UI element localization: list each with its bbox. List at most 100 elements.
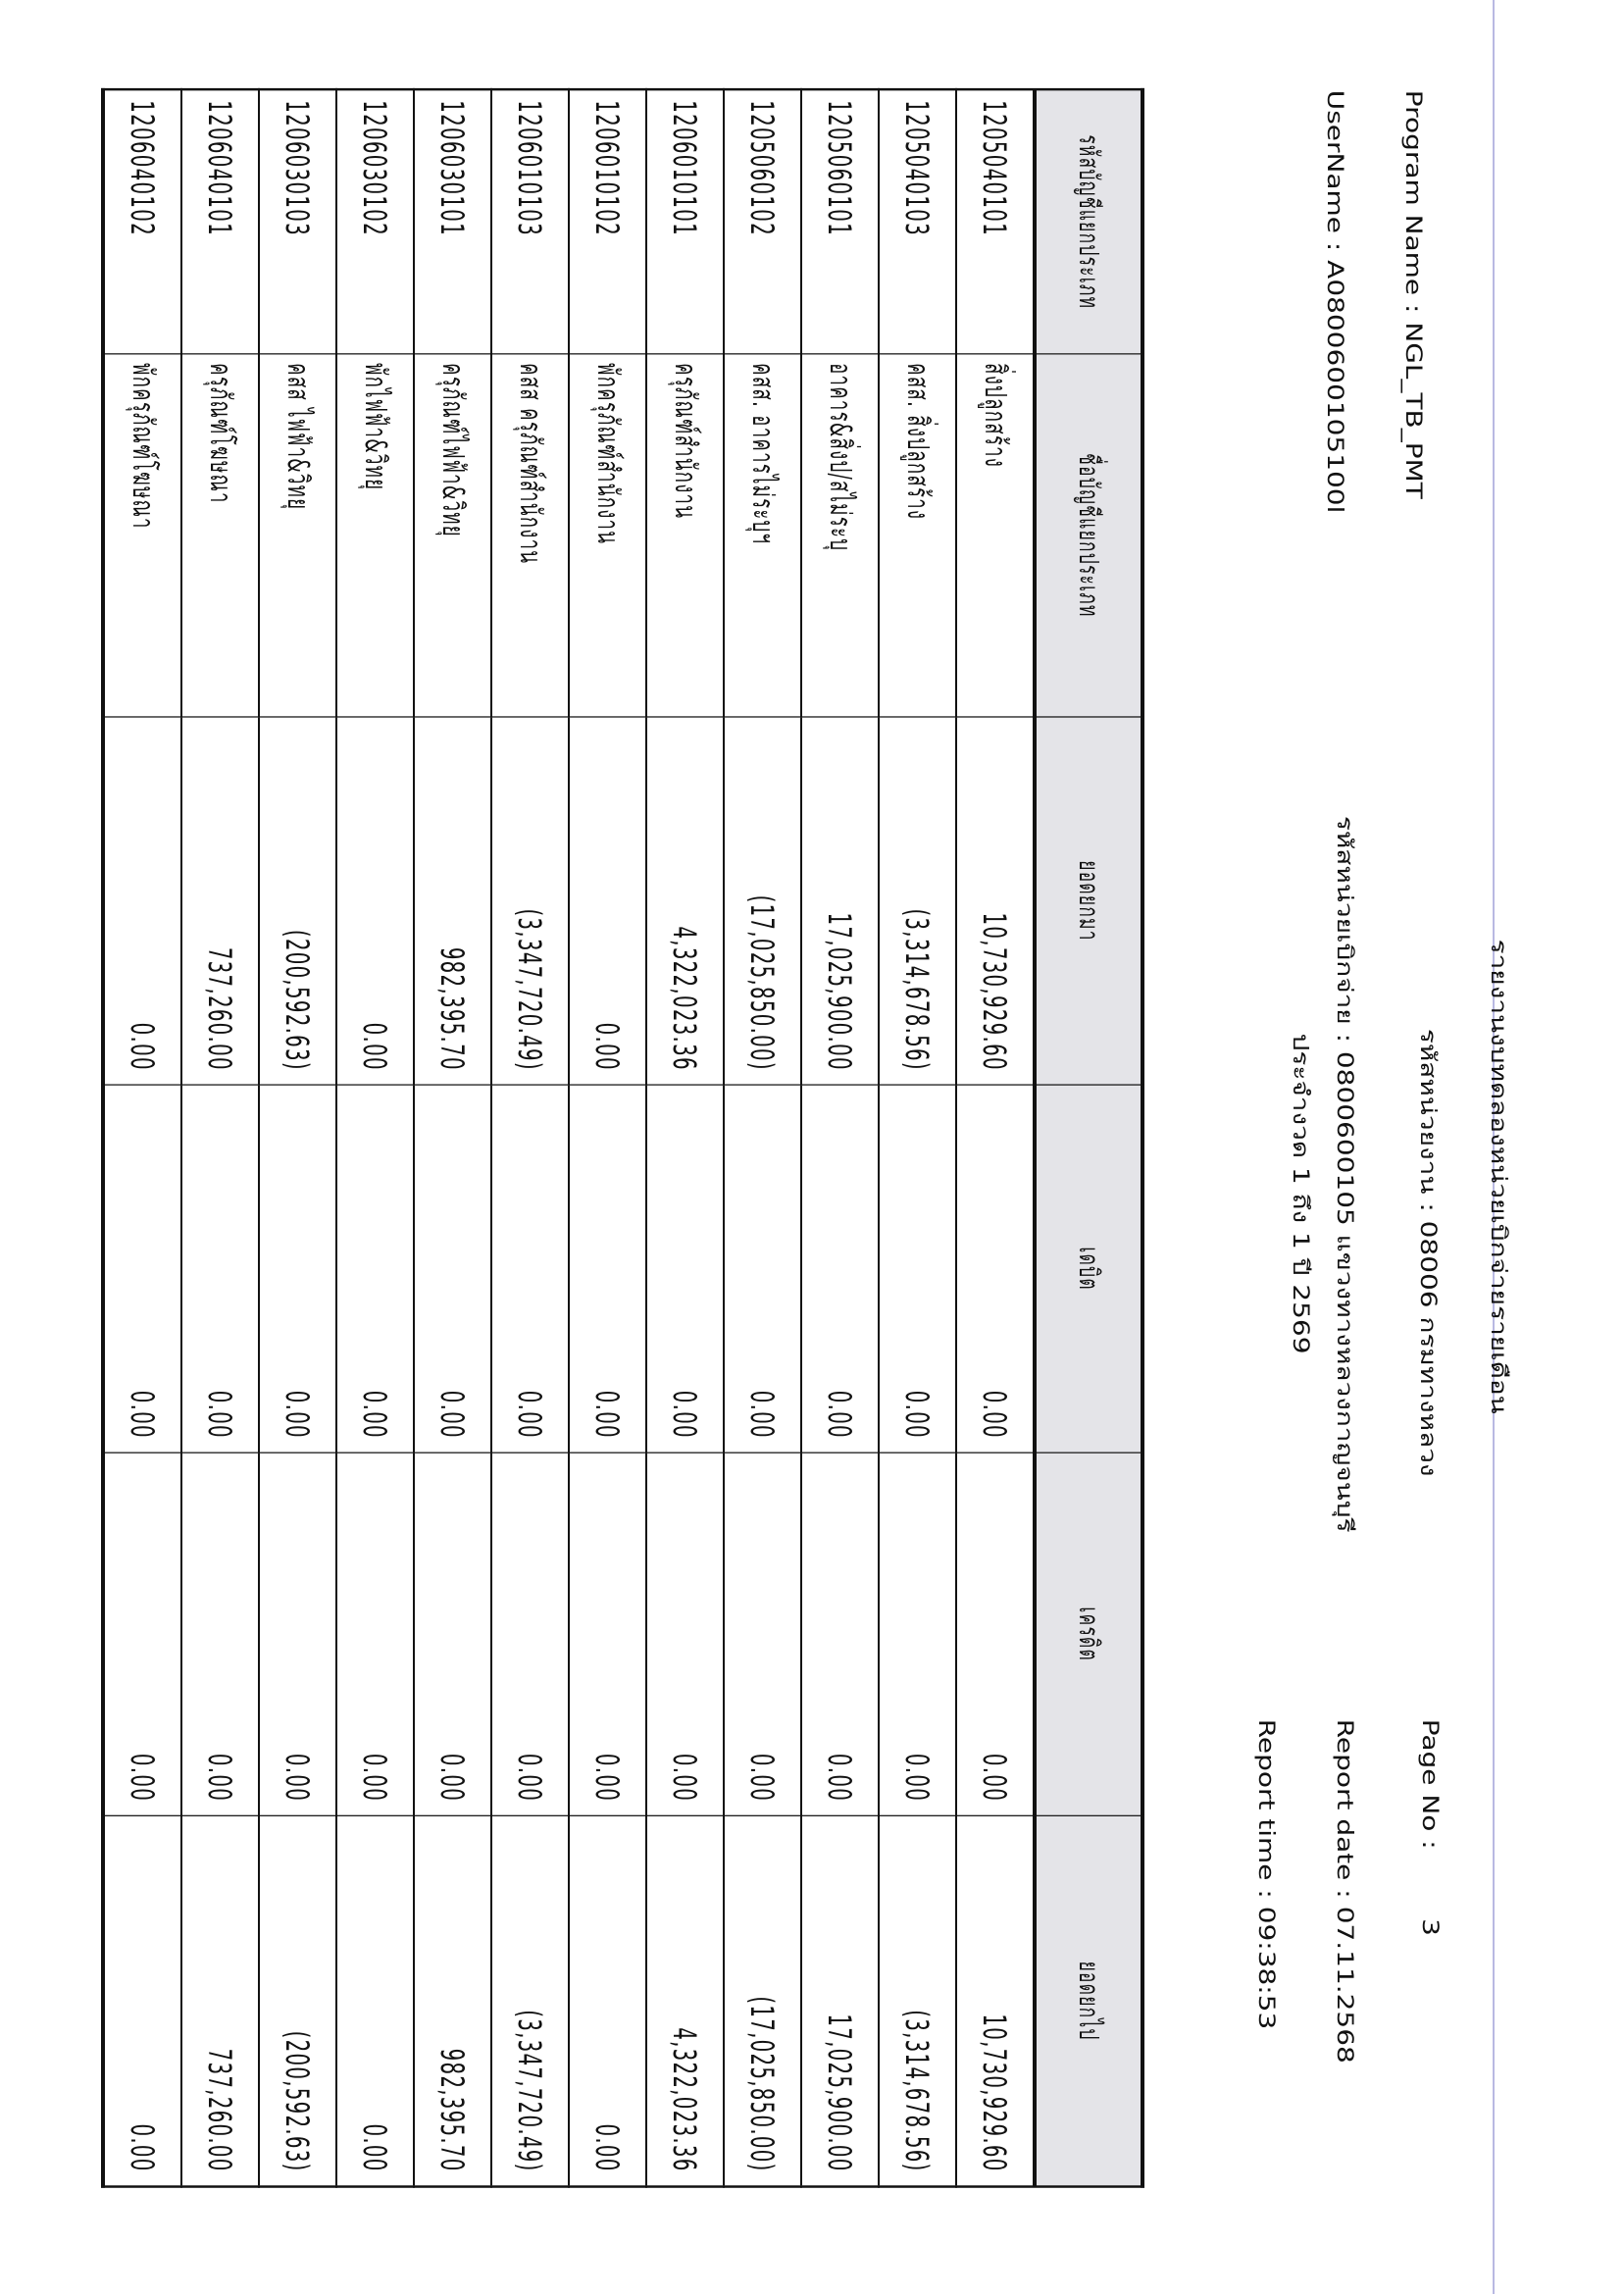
credit-cell: 0.00 xyxy=(956,1453,1035,1816)
account-name-cell: คสส. สิ่งปลูกสร้าง xyxy=(879,353,956,717)
credit-cell: 0.00 xyxy=(103,1453,181,1816)
table-row: 1206010101 ครุภัณฑ์สำนักงาน 4,322,023.36 0.… xyxy=(646,89,724,2187)
closing-balance-cell: 0.00 xyxy=(336,1815,414,2187)
account-code-cell: 1206040101 xyxy=(181,89,259,354)
agency-line: รหัสหน่วยงาน : 08006 กรมทางหลวง xyxy=(1415,1028,1440,1477)
closing-balance-cell: (3,314,678.56) xyxy=(879,1815,956,2187)
closing-balance-cell: 737,260.00 xyxy=(181,1815,259,2187)
credit-cell: 0.00 xyxy=(724,1453,801,1816)
debit-cell: 0.00 xyxy=(181,1085,259,1453)
opening-balance-cell: (200,592.63) xyxy=(259,716,336,1086)
debit-cell: 0.00 xyxy=(801,1085,879,1453)
column-header-credit: เครดิต xyxy=(1035,1453,1142,1816)
opening-balance-cell: 4,322,023.36 xyxy=(646,716,724,1086)
closing-balance-cell: 10,730,929.60 xyxy=(956,1815,1035,2187)
debit-cell: 0.00 xyxy=(103,1085,181,1453)
account-name-cell: อาคาร&สิ่งป/สไม่ระบุ xyxy=(801,353,879,717)
closing-balance-cell: 4,322,023.36 xyxy=(646,1815,724,2187)
opening-balance-cell: 0.00 xyxy=(103,716,181,1086)
table-row: 1206010102 พักครุภัณฑ์สำนักงาน 0.00 0.00 0.0… xyxy=(569,89,646,2187)
opening-balance-cell: 737,260.00 xyxy=(181,716,259,1086)
account-name-cell: คสส. อาคารไม่ระบุฯ xyxy=(724,353,801,717)
credit-cell: 0.00 xyxy=(491,1453,569,1816)
credit-cell: 0.00 xyxy=(414,1453,491,1816)
account-code-cell: 1206010102 xyxy=(569,89,646,354)
credit-cell: 0.00 xyxy=(181,1453,259,1816)
opening-balance-cell: (17,025,850.00) xyxy=(724,716,801,1086)
table-row: 1205060102 คสส. อาคารไม่ระบุฯ (17,025,850.… xyxy=(724,89,801,2187)
table-body: 1205040101 สิ่งปลูกสร้าง 10,730,929.60 0.00… xyxy=(103,89,1035,2187)
debit-cell: 0.00 xyxy=(646,1085,724,1453)
account-name-cell: ครุภัณฑ์สำนักงาน xyxy=(646,353,724,717)
account-code-cell: 1206030101 xyxy=(414,89,491,354)
debit-cell: 0.00 xyxy=(879,1085,956,1453)
closing-balance-cell: (3,347,720.49) xyxy=(491,1815,569,2187)
period-line: ประจำงวด 1 ถึง 1 ปี 2569 xyxy=(1288,1033,1312,1354)
page-no-value: 3 xyxy=(1417,1918,1442,1936)
credit-cell: 0.00 xyxy=(879,1453,956,1816)
debit-cell: 0.00 xyxy=(569,1085,646,1453)
account-code-cell: 1206040102 xyxy=(103,89,181,354)
debit-cell: 0.00 xyxy=(336,1085,414,1453)
opening-balance-cell: 0.00 xyxy=(569,716,646,1086)
table-row: 1206030102 พักไฟฟ้า&วิทยุ 0.00 0.00 0.00 0.00 xyxy=(336,89,414,2187)
opening-balance-cell: 10,730,929.60 xyxy=(956,716,1035,1086)
debit-cell: 0.00 xyxy=(491,1085,569,1453)
report-date-label: Report date : xyxy=(1332,1718,1356,1899)
opening-balance-cell: 17,025,900.00 xyxy=(801,716,879,1086)
closing-balance-cell: 0.00 xyxy=(569,1815,646,2187)
opening-balance-cell: (3,347,720.49) xyxy=(491,716,569,1086)
table-header-row: รหัสบัญชีแยกประเภท ชื่อบัญชีแยกประเภท ยอ… xyxy=(1035,89,1142,2187)
disbursement-unit-line: รหัสหน่วยเบิกจ่าย : 0800600105 แขวงทางหล… xyxy=(1332,815,1356,1533)
debit-cell: 0.00 xyxy=(414,1085,491,1453)
column-header-debit: เดบิต xyxy=(1035,1085,1142,1453)
user-name: UserName : A0800600105100l xyxy=(1322,89,1346,514)
table-row: 1205040103 คสส. สิ่งปลูกสร้าง (3,314,678.5… xyxy=(879,89,956,2187)
opening-balance-cell: 0.00 xyxy=(336,716,414,1086)
report-time-label: Report time : xyxy=(1253,1718,1278,1899)
table-row: 1206040102 พักครุภัณฑ์โฆษณา 0.00 0.00 0.00 0.… xyxy=(103,89,181,2187)
account-name-cell: คสส ไฟฟ้า&วิทยุ xyxy=(259,353,336,717)
account-name-cell: พักไฟฟ้า&วิทยุ xyxy=(336,353,414,717)
credit-cell: 0.00 xyxy=(259,1453,336,1816)
account-name-cell: ครุภัณฑ์ไฟฟ้า&วิทยุ xyxy=(414,353,491,717)
account-name-cell: สิ่งปลูกสร้าง xyxy=(956,353,1035,717)
debit-cell: 0.00 xyxy=(259,1085,336,1453)
closing-balance-cell: 17,025,900.00 xyxy=(801,1815,879,2187)
closing-balance-cell: (200,592.63) xyxy=(259,1815,336,2187)
trial-balance-table: รหัสบัญชีแยกประเภท ชื่อบัญชีแยกประเภท ยอ… xyxy=(101,87,1144,2188)
account-code-cell: 1206030102 xyxy=(336,89,414,354)
table-row: 1205060101 อาคาร&สิ่งป/สไม่ระบุ 17,025,900… xyxy=(801,89,879,2187)
account-code-cell: 1206010103 xyxy=(491,89,569,354)
credit-cell: 0.00 xyxy=(336,1453,414,1816)
column-header-account-code: รหัสบัญชีแยกประเภท xyxy=(1035,89,1142,354)
closing-balance-cell: (17,025,850.00) xyxy=(724,1815,801,2187)
debit-cell: 0.00 xyxy=(956,1085,1035,1453)
account-name-cell: พักครุภัณฑ์โฆษณา xyxy=(103,353,181,717)
table-row: 1206030101 ครุภัณฑ์ไฟฟ้า&วิทยุ 982,395.70 0… xyxy=(414,89,491,2187)
credit-cell: 0.00 xyxy=(646,1453,724,1816)
credit-cell: 0.00 xyxy=(801,1453,879,1816)
opening-balance-cell: (3,314,678.56) xyxy=(879,716,956,1086)
report-title: รายงานงบทดลองหน่วยเบิกจ่ายรายเดือน xyxy=(1486,939,1510,1414)
program-name: Program Name : NGL_TB_PMT xyxy=(1400,89,1425,499)
closing-balance-cell: 982,395.70 xyxy=(414,1815,491,2187)
account-code-cell: 1206030103 xyxy=(259,89,336,354)
table-row: 1206030103 คสส ไฟฟ้า&วิทยุ (200,592.63) 0.0… xyxy=(259,89,336,2187)
account-name-cell: คสส ครุภัณฑ์สำนักงาน xyxy=(491,353,569,717)
account-code-cell: 1205040103 xyxy=(879,89,956,354)
column-header-opening-balance: ยอดยกมา xyxy=(1035,716,1142,1086)
closing-balance-cell: 0.00 xyxy=(103,1815,181,2187)
account-code-cell: 1205040101 xyxy=(956,89,1035,354)
account-code-cell: 1205060101 xyxy=(801,89,879,354)
opening-balance-cell: 982,395.70 xyxy=(414,716,491,1086)
account-code-cell: 1205060102 xyxy=(724,89,801,354)
table-row: 1206010103 คสส ครุภัณฑ์สำนักงาน (3,347,720… xyxy=(491,89,569,2187)
account-name-cell: ครุภัณฑ์โฆษณา xyxy=(181,353,259,717)
page-no-label: Page No : xyxy=(1417,1718,1442,1850)
column-header-account-name: ชื่อบัญชีแยกประเภท xyxy=(1035,353,1142,717)
account-name-cell: พักครุภัณฑ์สำนักงาน xyxy=(569,353,646,717)
debit-cell: 0.00 xyxy=(724,1085,801,1453)
table-row: 1206040101 ครุภัณฑ์โฆษณา 737,260.00 0.00 0.0… xyxy=(181,89,259,2187)
table-row: 1205040101 สิ่งปลูกสร้าง 10,730,929.60 0.00… xyxy=(956,89,1035,2187)
